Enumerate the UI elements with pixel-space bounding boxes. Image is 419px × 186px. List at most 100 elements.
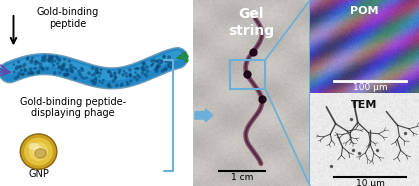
Point — [59, 68, 65, 71]
Point — [29, 72, 36, 75]
Point — [26, 72, 32, 75]
Point — [49, 58, 55, 61]
Point — [163, 60, 169, 63]
Point — [124, 81, 130, 84]
Point — [148, 64, 155, 67]
Point — [42, 55, 49, 58]
Point — [150, 62, 157, 65]
Point — [168, 65, 175, 68]
Point — [54, 62, 61, 65]
Point — [72, 67, 79, 70]
Text: TEM: TEM — [352, 100, 378, 110]
Point — [45, 58, 52, 61]
Point — [27, 68, 34, 71]
Point — [17, 66, 23, 69]
Point — [78, 67, 85, 70]
Point — [158, 60, 165, 62]
Point — [49, 61, 55, 64]
Text: Gold-binding peptide-
displaying phage: Gold-binding peptide- displaying phage — [20, 97, 126, 118]
Point — [118, 84, 124, 87]
Point — [69, 70, 75, 73]
Point — [134, 74, 141, 77]
Point — [18, 69, 25, 72]
Point — [32, 67, 39, 70]
Point — [64, 73, 71, 76]
Circle shape — [22, 135, 55, 168]
Point — [20, 65, 27, 68]
Point — [110, 80, 116, 83]
Point — [127, 68, 133, 71]
Point — [37, 63, 44, 66]
Point — [154, 60, 160, 63]
Point — [51, 72, 58, 75]
Point — [127, 73, 134, 76]
Point — [77, 73, 83, 76]
Bar — [230, 60, 265, 89]
Point — [59, 69, 65, 72]
Point — [66, 60, 72, 63]
Point — [165, 64, 172, 67]
Point — [154, 67, 160, 70]
Point — [132, 67, 139, 70]
Point — [96, 80, 103, 83]
Point — [12, 77, 19, 80]
Point — [249, 51, 256, 54]
Point — [89, 67, 96, 70]
Point — [93, 69, 100, 72]
Point — [39, 59, 46, 62]
Point — [127, 74, 134, 77]
Point — [112, 76, 119, 79]
Point — [29, 56, 36, 59]
Point — [107, 72, 114, 75]
Point — [131, 76, 138, 79]
Point — [106, 70, 113, 73]
Point — [123, 72, 129, 75]
Point — [83, 76, 90, 79]
Point — [39, 67, 46, 70]
Point — [40, 68, 47, 71]
Text: 10 μm: 10 μm — [356, 179, 384, 186]
Point — [25, 56, 31, 59]
Point — [141, 73, 148, 76]
Point — [56, 65, 63, 68]
Point — [68, 68, 75, 71]
Point — [92, 79, 98, 82]
Point — [16, 72, 23, 75]
Point — [53, 56, 60, 59]
Point — [33, 60, 40, 63]
Point — [35, 71, 41, 74]
Point — [32, 60, 39, 63]
Point — [19, 73, 26, 76]
Point — [69, 70, 75, 73]
Point — [67, 67, 74, 70]
Text: Gold-binding
peptide: Gold-binding peptide — [36, 7, 98, 29]
Point — [62, 73, 68, 76]
Point — [97, 72, 104, 75]
Point — [88, 80, 95, 83]
Point — [135, 67, 142, 70]
Point — [153, 60, 159, 63]
Point — [13, 67, 20, 70]
Point — [120, 73, 127, 76]
Point — [85, 72, 92, 75]
Point — [70, 66, 77, 69]
Point — [111, 71, 118, 74]
Point — [10, 63, 17, 66]
Circle shape — [33, 146, 44, 157]
Point — [154, 65, 161, 68]
Point — [114, 84, 120, 87]
Point — [11, 70, 18, 73]
Point — [61, 63, 67, 66]
Point — [63, 68, 70, 71]
Point — [149, 63, 156, 66]
Point — [24, 57, 31, 60]
Point — [55, 58, 62, 61]
Point — [156, 63, 163, 66]
Point — [105, 70, 112, 73]
Point — [90, 80, 96, 83]
Point — [141, 62, 147, 65]
Point — [48, 57, 55, 60]
Point — [158, 61, 165, 64]
Point — [151, 59, 158, 62]
Point — [76, 70, 83, 73]
